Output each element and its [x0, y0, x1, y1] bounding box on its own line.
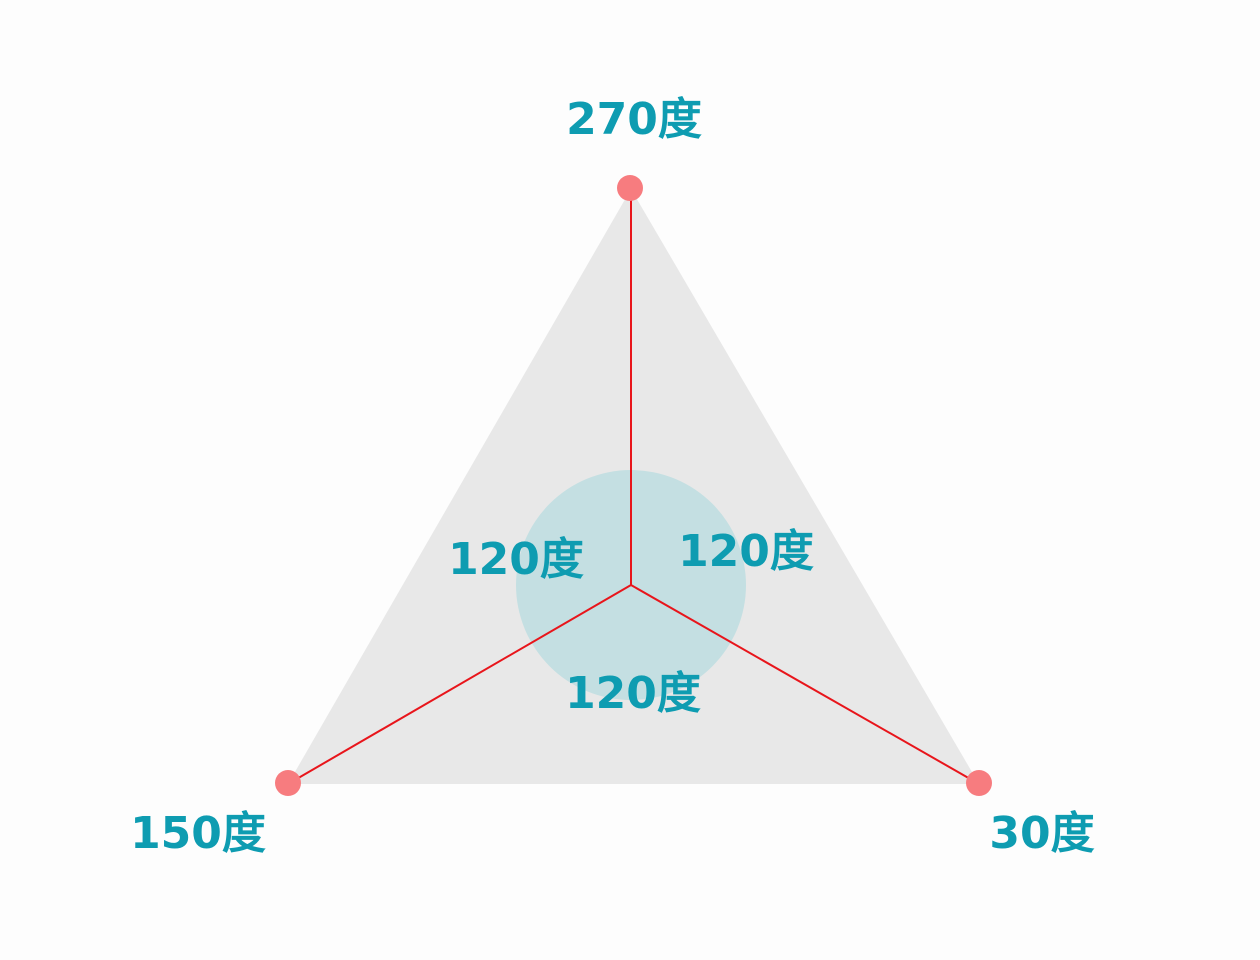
angle-label-upper-left: 120度	[448, 534, 584, 585]
ray-to-bottom-right-vertex	[630, 584, 980, 785]
vertex-dot-top	[617, 175, 643, 201]
vertex-label-bottom-right: 30度	[989, 808, 1094, 859]
ray-to-bottom-left-vertex	[287, 584, 632, 785]
vertex-label-top: 270度	[566, 94, 702, 145]
vertex-label-bottom-left: 150度	[130, 808, 266, 859]
angle-label-upper-right: 120度	[678, 526, 814, 577]
angle-label-bottom: 120度	[565, 668, 701, 719]
vertex-dot-bottom-left	[275, 770, 301, 796]
vertex-dot-bottom-right	[966, 770, 992, 796]
